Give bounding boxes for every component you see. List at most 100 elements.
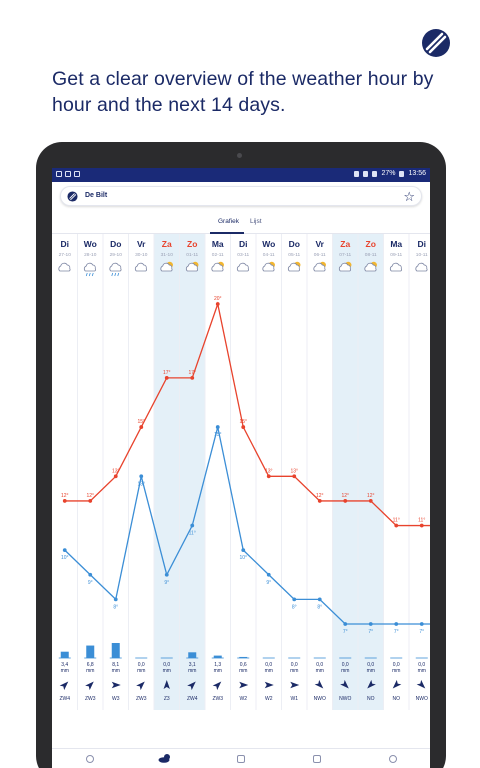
min-temperature-point [419,622,424,626]
info-icon[interactable] [389,755,397,763]
max-temperature-point [343,499,348,503]
location-name: De Bilt [85,192,108,199]
weekend-column-bg [154,234,180,710]
max-temperature-point [368,499,373,503]
mute-icon [363,170,369,177]
date-label: 09-11 [390,252,402,258]
precipitation-unit: mm [239,668,247,674]
precipitation-unit: mm [316,668,324,674]
max-temperature-point [266,474,271,479]
star-outline-icon[interactable]: ☆ [403,189,415,204]
min-temperature-line [64,426,430,625]
max-temperature-label: 12° [341,493,349,499]
min-temperature-label: 7° [368,629,373,635]
wind-label: NWO [339,696,351,702]
cloud-icon [134,262,147,272]
wind-label: NWO [416,696,428,702]
weekend-column-bg [332,234,358,710]
weather-icon[interactable] [158,753,172,763]
min-temperature-label: 10° [61,555,69,561]
location-search-bar[interactable]: De Bilt ☆ [60,186,422,206]
precipitation-unit: mm [188,668,196,674]
precipitation-unit: mm [392,668,400,674]
precipitation-unit: mm [61,668,69,674]
precipitation-bar [239,656,248,658]
wind-direction-icon [111,681,121,689]
partly-sunny-icon [364,261,377,272]
date-label: 30-10 [135,252,148,258]
precipitation-unit: mm [418,668,426,674]
day-label: Wo [262,239,275,249]
brand-logo-icon [422,29,450,57]
max-temperature-point [317,499,322,503]
tablet-camera [237,153,242,158]
precipitation-value: 0,0 [342,662,349,668]
date-label: 06-11 [314,252,326,258]
wind-label: ZW3 [212,696,223,702]
bluetooth-icon [354,170,360,177]
precipitation-value: 6,8 [87,662,94,668]
active-tab-indicator [210,232,244,234]
headline: Get a clear overview of the weather hour… [52,68,434,116]
max-temperature-label: 11° [418,518,425,524]
tab-grafiek[interactable]: Grafiek [218,218,239,225]
date-label: 01-11 [186,252,198,258]
max-temperature-label: 12° [367,493,375,499]
day-label: Ma [212,239,224,249]
precipitation-unit: mm [341,668,349,674]
precipitation-value: 0,0 [163,662,170,668]
day-label: Vr [137,239,146,249]
wind-label: NWO [314,696,326,702]
wind-label: W2 [265,696,273,702]
max-temperature-label: 15° [137,419,145,425]
wind-label: W3 [112,696,120,702]
day-label: Zo [187,239,197,249]
cloud-icon [58,262,71,272]
precipitation-unit: mm [367,668,375,674]
partly-sunny-icon [185,261,199,272]
day-label: Di [239,239,248,249]
date-label: 29-10 [110,252,123,258]
wifi-icon [372,170,378,177]
min-temperature-point [368,622,373,626]
rain-icon [109,262,122,277]
min-temperature-point [164,572,169,577]
precipitation-unit: mm [265,668,273,674]
wind-direction-icon [314,679,324,689]
partly-sunny-icon [313,261,326,272]
day-label: Do [110,239,121,249]
app-screen: 27% 13:56 De Bilt ☆ Grafiek Lijst Di 27-1… [52,168,430,768]
view-tabs: Grafiek Lijst [52,212,430,234]
precipitation-value: 3,1 [189,662,196,668]
clock-icon[interactable] [86,755,94,763]
max-temperature-label: 12° [316,493,324,499]
max-temperature-label: 17° [163,370,171,376]
max-temperature-point [215,302,220,306]
tab-lijst[interactable]: Lijst [250,218,262,225]
max-temperature-point [394,523,399,528]
wind-label: W1 [291,696,299,702]
min-temperature-point [343,622,348,626]
warning-icon[interactable] [313,755,321,763]
precipitation-value: 0,6 [240,662,247,668]
date-label: 02-11 [212,252,224,258]
precipitation-unit: mm [163,668,171,674]
min-temperature-point [317,597,322,602]
partly-sunny-icon [211,261,224,272]
max-temperature-point [62,499,67,503]
min-temperature-label: 9° [88,580,93,586]
wind-label: NO [367,696,375,702]
precipitation-unit: mm [86,668,94,674]
play-icon[interactable] [237,755,245,763]
wind-direction-icon [136,681,145,691]
max-temperature-point [139,425,144,429]
wind-direction-icon [59,681,69,691]
precipitation-value: 1,3 [214,662,221,668]
wind-label: ZW4 [187,696,198,702]
min-temperature-label: 7° [343,629,348,635]
date-label: 07-11 [339,252,351,258]
max-temperature-point [190,375,195,380]
wind-direction-icon [290,681,300,689]
precipitation-unit: mm [214,668,222,674]
day-label: Vr [315,239,324,249]
